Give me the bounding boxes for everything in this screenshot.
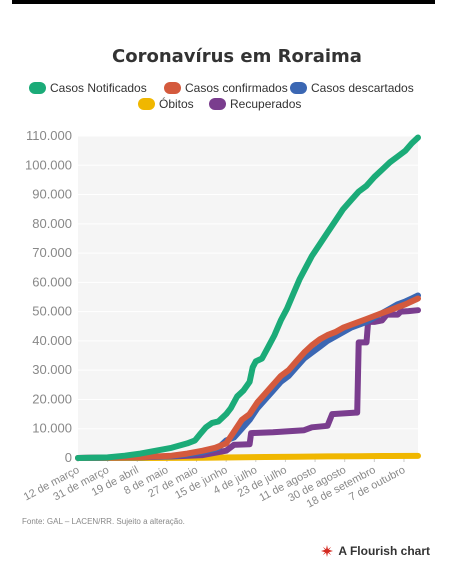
legend-label: Casos descartados [311, 81, 414, 95]
series-lines [75, 134, 421, 461]
y-tick-label: 10.000 [32, 421, 72, 436]
y-tick-label: 30.000 [32, 362, 72, 377]
y-tick-label: 50.000 [32, 304, 72, 319]
y-axis-ticks: 0 10.000 20.000 30.000 40.000 50.000 60.000 70.… [25, 128, 72, 465]
legend-label: Casos confirmados [185, 81, 288, 95]
y-tick-label: 60.000 [32, 274, 72, 289]
top-border-bar [12, 0, 435, 4]
legend-label: Recuperados [230, 97, 301, 111]
flourish-credit-link[interactable]: A Flourish chart [321, 544, 430, 558]
legend-swatch [209, 98, 226, 110]
source-note: Fonte: GAL – LACEN/RR. Sujeito a alteraç… [22, 517, 185, 526]
legend-label: Óbitos [159, 96, 194, 111]
series-line-0 [75, 134, 421, 461]
y-tick-label: 70.000 [32, 245, 72, 260]
y-tick-label: 80.000 [32, 216, 72, 231]
y-tick-label: 40.000 [32, 333, 72, 348]
legend-label: Casos Notificados [50, 81, 147, 95]
legend-swatch [164, 82, 181, 94]
y-tick-label: 20.000 [32, 391, 72, 406]
y-tick-label: 100.000 [25, 157, 72, 172]
series-line-1 [75, 295, 421, 461]
y-tick-label: 0 [65, 450, 72, 465]
legend: Casos Notificados Casos confirmados Casos … [29, 81, 414, 111]
flourish-logo-icon [321, 545, 334, 557]
legend-swatch [138, 98, 155, 110]
legend-swatch [29, 82, 46, 94]
y-tick-label: 90.000 [32, 187, 72, 202]
legend-swatch [290, 82, 307, 94]
chart-title: Coronavírus em Roraima [112, 46, 362, 67]
series-line-4 [75, 307, 421, 461]
y-tick-label: 110.000 [26, 128, 72, 143]
